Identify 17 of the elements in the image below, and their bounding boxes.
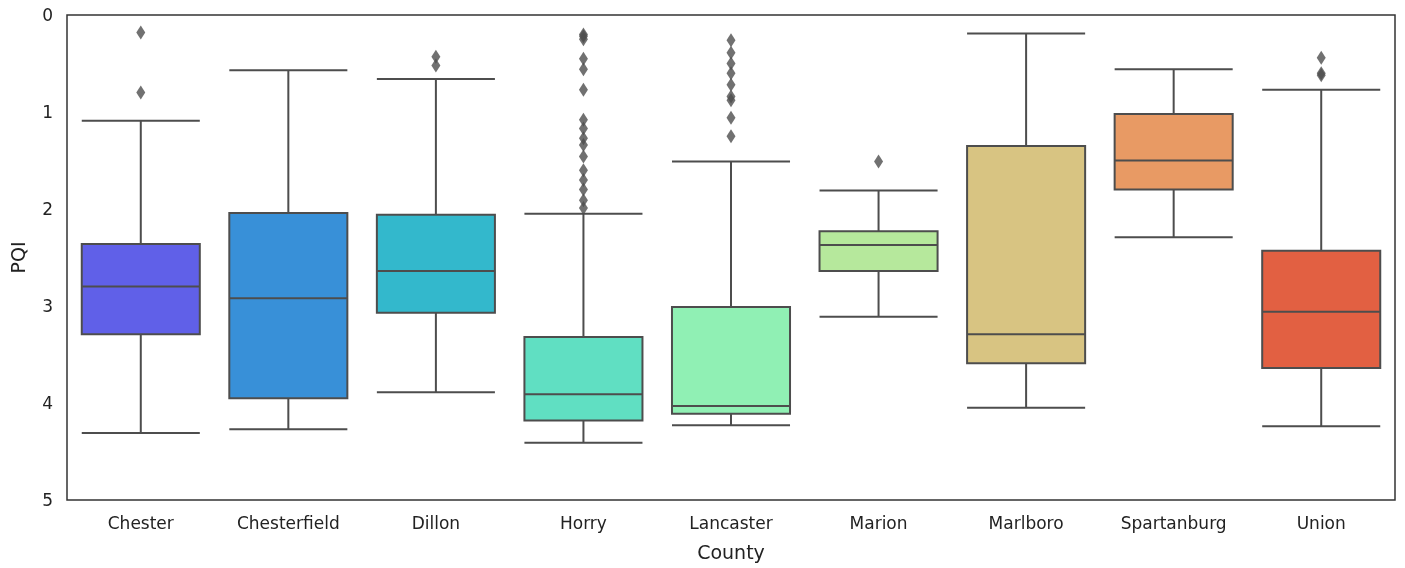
x-tick-label: Horry xyxy=(559,512,607,533)
y-axis-title: PQI xyxy=(6,241,29,274)
x-tick-label: Marion xyxy=(849,512,908,533)
x-tick-label: Union xyxy=(1296,512,1346,533)
x-tick-label: Chesterfield xyxy=(236,512,340,533)
y-tick-label: 0 xyxy=(42,5,53,25)
x-tick-label: Chester xyxy=(107,512,174,533)
y-tick-label: 2 xyxy=(42,199,53,219)
x-tick-label: Dillon xyxy=(411,512,461,533)
x-tick-label: Lancaster xyxy=(689,512,773,533)
x-tick-label: Marlboro xyxy=(988,512,1064,533)
y-tick-label: 4 xyxy=(42,393,53,413)
x-axis-title: County xyxy=(697,540,765,563)
y-tick-label: 1 xyxy=(42,102,53,122)
x-tick-label: Spartanburg xyxy=(1120,512,1227,533)
y-tick-label: 5 xyxy=(42,490,53,510)
y-tick-label: 3 xyxy=(42,296,53,316)
